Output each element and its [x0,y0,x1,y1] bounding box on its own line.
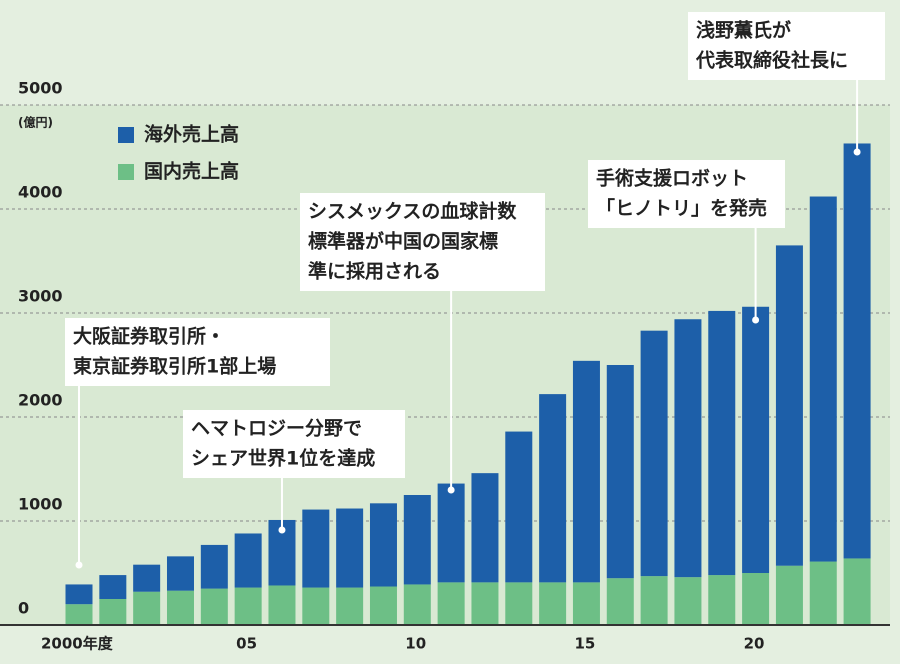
bar-segment [437,483,465,583]
bar-segment [403,495,431,585]
annotation-dot [75,561,83,569]
annotation-box [183,410,405,478]
annotation-dot [853,148,861,156]
bar-segment [674,319,702,578]
bar-segment [166,590,194,625]
bar-segment [403,584,431,625]
y-tick-label: 1000 [18,495,63,514]
legend-label: 海外売上高 [144,123,239,146]
bar-segment [809,561,837,625]
y-tick-label: 3000 [18,287,63,306]
bar-segment [539,582,567,625]
bar-segment [708,310,736,576]
annotation-text: 浅野薫氏が [696,19,791,42]
x-tick-label: 15 [574,635,595,653]
bar-segment [775,565,803,625]
bar-segment [65,584,93,605]
bar-segment [133,564,161,592]
annotation-box [588,160,785,228]
y-tick-label: 0 [18,599,29,618]
bar-segment [234,533,262,588]
bar-segment [336,587,364,625]
bar-segment [133,591,161,625]
annotation-text: シスメックスの血球計数 [308,200,517,223]
annotation-box [65,318,330,386]
annotation-box [688,12,885,80]
bar-segment [606,365,634,579]
bar-segment [742,573,770,625]
annotation-text: 「ヒノトリ」を発売 [596,197,767,220]
bar-segment [99,575,127,599]
bar-segment [640,330,668,577]
bar-segment [708,575,736,625]
bar-segment [539,394,567,583]
bar-segment [572,360,600,583]
bar-segment [336,508,364,588]
bar-segment [572,582,600,625]
annotation-box [300,193,545,291]
annotation-dot [752,316,760,324]
bar-segment [843,143,871,559]
bar-segment [166,556,194,591]
annotation-text: ヘマトロジー分野で [191,418,362,440]
bar-segment [369,586,397,625]
annotation-text: 大阪証券取引所・ [73,325,225,348]
bar-segment [775,245,803,566]
annotation-text: 標準器が中国の国家標 [308,230,498,253]
legend-swatch [118,127,134,143]
unit-label: (億円) [18,115,53,130]
bar-segment [505,582,533,625]
y-tick-label: 5000 [18,79,63,98]
bar-segment [471,582,499,625]
bar-segment [302,509,330,588]
legend-swatch [118,164,134,180]
annotation-text: 代表取締役社長に [695,49,848,72]
bar-segment [606,578,634,625]
annotation-text: 手術支援ロボット [596,167,748,190]
annotation-text: 東京証券取引所1部上場 [73,355,276,378]
bar-segment [640,576,668,625]
bar-segment [742,306,770,573]
bar-segment [200,588,228,625]
x-tick-label: 05 [236,635,257,653]
annotation-dot [447,486,455,494]
bar-segment [505,431,533,583]
bar-segment [809,196,837,562]
legend-label: 国内売上高 [144,160,239,183]
annotation-dot [278,526,286,534]
bar-segment [843,558,871,625]
bar-segment [674,577,702,625]
bar-segment [471,473,499,583]
bar-segment [302,587,330,625]
x-tick-label: 10 [405,635,426,653]
annotation-text: シェア世界1位を達成 [191,447,375,470]
x-tick-label: 2000年度 [41,635,114,653]
bar-segment [99,599,127,625]
bar-segment [65,604,93,625]
x-tick-label: 20 [744,635,765,653]
bar-segment [268,585,296,625]
annotation-text: 準に採用される [308,260,441,283]
y-tick-label: 2000 [18,391,63,410]
bar-segment [369,503,397,587]
bar-segment [200,544,228,589]
bar-segment [234,587,262,625]
bar-segment [437,582,465,625]
y-tick-label: 4000 [18,183,63,202]
